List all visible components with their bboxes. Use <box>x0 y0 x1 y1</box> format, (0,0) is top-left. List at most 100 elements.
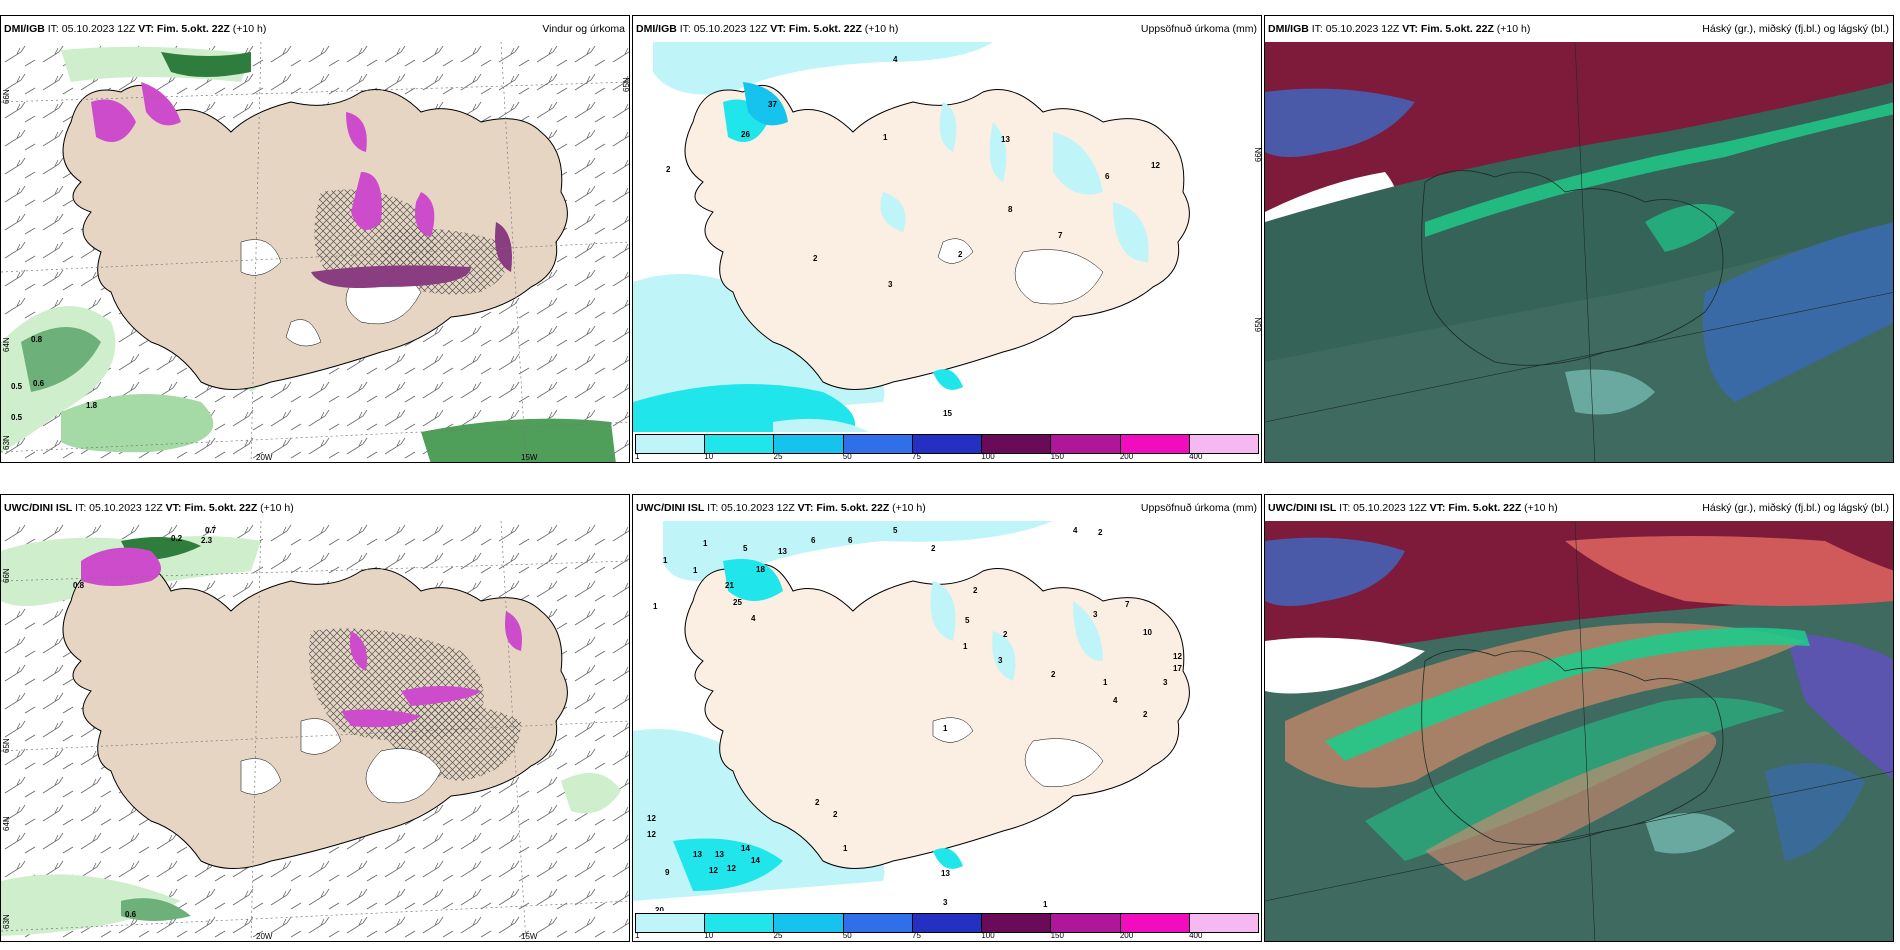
valid-time: VT: Fim. 5.okt. 22Z <box>770 23 862 35</box>
colorbar-tick: 200 <box>1119 931 1134 940</box>
precip-value: 8 <box>1008 205 1013 214</box>
precip-area <box>1 874 181 936</box>
graticule <box>1 81 629 103</box>
precip-area <box>1113 202 1149 262</box>
precip-value: 12 <box>1151 161 1160 170</box>
map-cloud-layers <box>1265 521 1893 941</box>
precip-value: 2 <box>666 165 671 174</box>
graticule <box>250 42 262 462</box>
mixed-cloud <box>1285 623 1805 788</box>
precip-value: 1 <box>883 133 888 142</box>
colorbar-tick: 200 <box>1119 452 1134 461</box>
valid-time: VT: Fim. 5.okt. 22Z <box>1402 23 1494 35</box>
precip-value: 2 <box>813 254 818 263</box>
lead-time: (+10 h) <box>257 502 294 514</box>
precip-value: 6 <box>811 536 816 545</box>
precip-area <box>21 327 101 392</box>
magenta-precip <box>91 99 136 142</box>
colorbar-tick: 100 <box>981 452 995 461</box>
panel-wind-precip-dmi: DMI/IGB IT: 05.10.2023 12Z VT: Fim. 5.ok… <box>0 15 630 463</box>
precip-value: 0.5 <box>11 413 23 422</box>
precip-value: 12 <box>647 814 656 823</box>
panel-accumulated-precip-uwc: UWC/DINI ISL IT: 05.10.2023 12Z VT: Fim.… <box>632 494 1262 942</box>
graticule <box>500 521 527 941</box>
map-cloud-layers <box>1265 42 1893 462</box>
precip-value: 2 <box>973 586 978 595</box>
precip-value: 1 <box>943 724 948 733</box>
precip-area <box>989 122 1007 182</box>
colorbar-swatch <box>774 914 844 932</box>
precip-value: 2 <box>931 544 936 553</box>
precip-area <box>933 369 963 390</box>
graticule <box>1574 521 1596 941</box>
panel-accumulated-precip-dmi: DMI/IGB IT: 05.10.2023 12Z VT: Fim. 5.ok… <box>632 15 1262 463</box>
precip-value: 3 <box>998 656 1003 665</box>
valid-time: VT: Fim. 5.okt. 22Z <box>797 502 890 514</box>
lat-label: 63N <box>2 914 11 929</box>
colorbar-swatch <box>636 435 706 453</box>
iceland-land <box>684 563 1190 869</box>
snow-area <box>240 239 282 276</box>
colorbar-tick: 10 <box>704 452 714 461</box>
lat-label: 64N <box>2 337 11 352</box>
hatch-area <box>371 703 521 781</box>
colorbar-swatch <box>843 435 913 453</box>
precip-value: 17 <box>1173 664 1182 673</box>
colorbar-swatches <box>635 913 1259 933</box>
panel-title: Háský (gr.), miðský (fj.bl.) og lágský (… <box>1702 23 1889 35</box>
colorbar-swatch <box>1051 914 1121 932</box>
colorbar-tick: 75 <box>912 931 921 940</box>
precip-value: 14 <box>741 844 750 853</box>
lead-time: (+10 h) <box>1493 23 1531 35</box>
colorbar-tick: 1 <box>635 931 640 940</box>
precip-area <box>723 559 783 601</box>
init-time: IT: 05.10.2023 12Z <box>1336 502 1430 514</box>
precip-value: 4 <box>751 614 756 623</box>
colorbar-swatch <box>705 914 775 932</box>
precip-value: 7 <box>1125 600 1130 609</box>
lat-label: 65N <box>1254 317 1262 332</box>
snow-area <box>1014 249 1104 305</box>
green-cloud <box>1645 204 1735 252</box>
colorbar-swatch <box>982 435 1052 453</box>
precip-value: 12 <box>1173 652 1182 661</box>
precip-value: 5 <box>893 526 898 535</box>
lon-label: 20W <box>256 932 273 941</box>
colorbar-swatch <box>774 435 844 453</box>
model-source: DMI/IGB <box>4 23 45 35</box>
panel-header: DMI/IGB IT: 05.10.2023 12Z VT: Fim. 5.ok… <box>1 16 629 42</box>
panel-header: DMI/IGB IT: 05.10.2023 12Z VT: Fim. 5.ok… <box>1265 16 1893 42</box>
precip-value: 37 <box>768 100 777 109</box>
precip-value: 2 <box>1051 670 1056 679</box>
precip-value: 12 <box>727 864 736 873</box>
precip-value: 2 <box>1143 710 1148 719</box>
colorbar-swatch <box>1189 914 1258 932</box>
magenta-precip <box>505 611 522 651</box>
precip-area <box>421 418 616 462</box>
precip-value: 2 <box>833 810 838 819</box>
lat-label: 65N <box>622 77 630 92</box>
precip-value: 12 <box>647 830 656 839</box>
graticule <box>500 42 527 462</box>
snow-area <box>300 718 342 755</box>
lon-label: 15W <box>521 932 538 941</box>
graticule <box>1 560 629 582</box>
precip-value: 6 <box>1105 172 1110 181</box>
precip-value: 1 <box>1043 900 1048 909</box>
panel-header: UWC/DINI ISL IT: 05.10.2023 12Z VT: Fim.… <box>1265 495 1893 521</box>
high-cloud <box>1565 536 1893 606</box>
mid-cloud <box>1265 88 1415 157</box>
snow-area <box>937 238 974 264</box>
map-accumulated-precip: 5 6 4 2 1 6 2 1 5 1 13 1 18 21 25 4 5 2 … <box>633 521 1261 941</box>
colorbar-ticks: 1 10 25 50 75 100 150 200 400 <box>635 452 1259 462</box>
precip-value: 25 <box>733 598 742 607</box>
model-source: UWC/DINI ISL <box>4 502 73 514</box>
clear-area <box>1565 369 1655 415</box>
precip-value: 13 <box>941 869 950 878</box>
precip-value: 3 <box>1163 678 1168 687</box>
magenta-precip <box>415 192 435 237</box>
model-source: UWC/DINI ISL <box>636 502 705 514</box>
precip-area <box>633 274 885 422</box>
model-source: DMI/IGB <box>636 23 677 35</box>
precip-value: 9 <box>665 868 670 877</box>
